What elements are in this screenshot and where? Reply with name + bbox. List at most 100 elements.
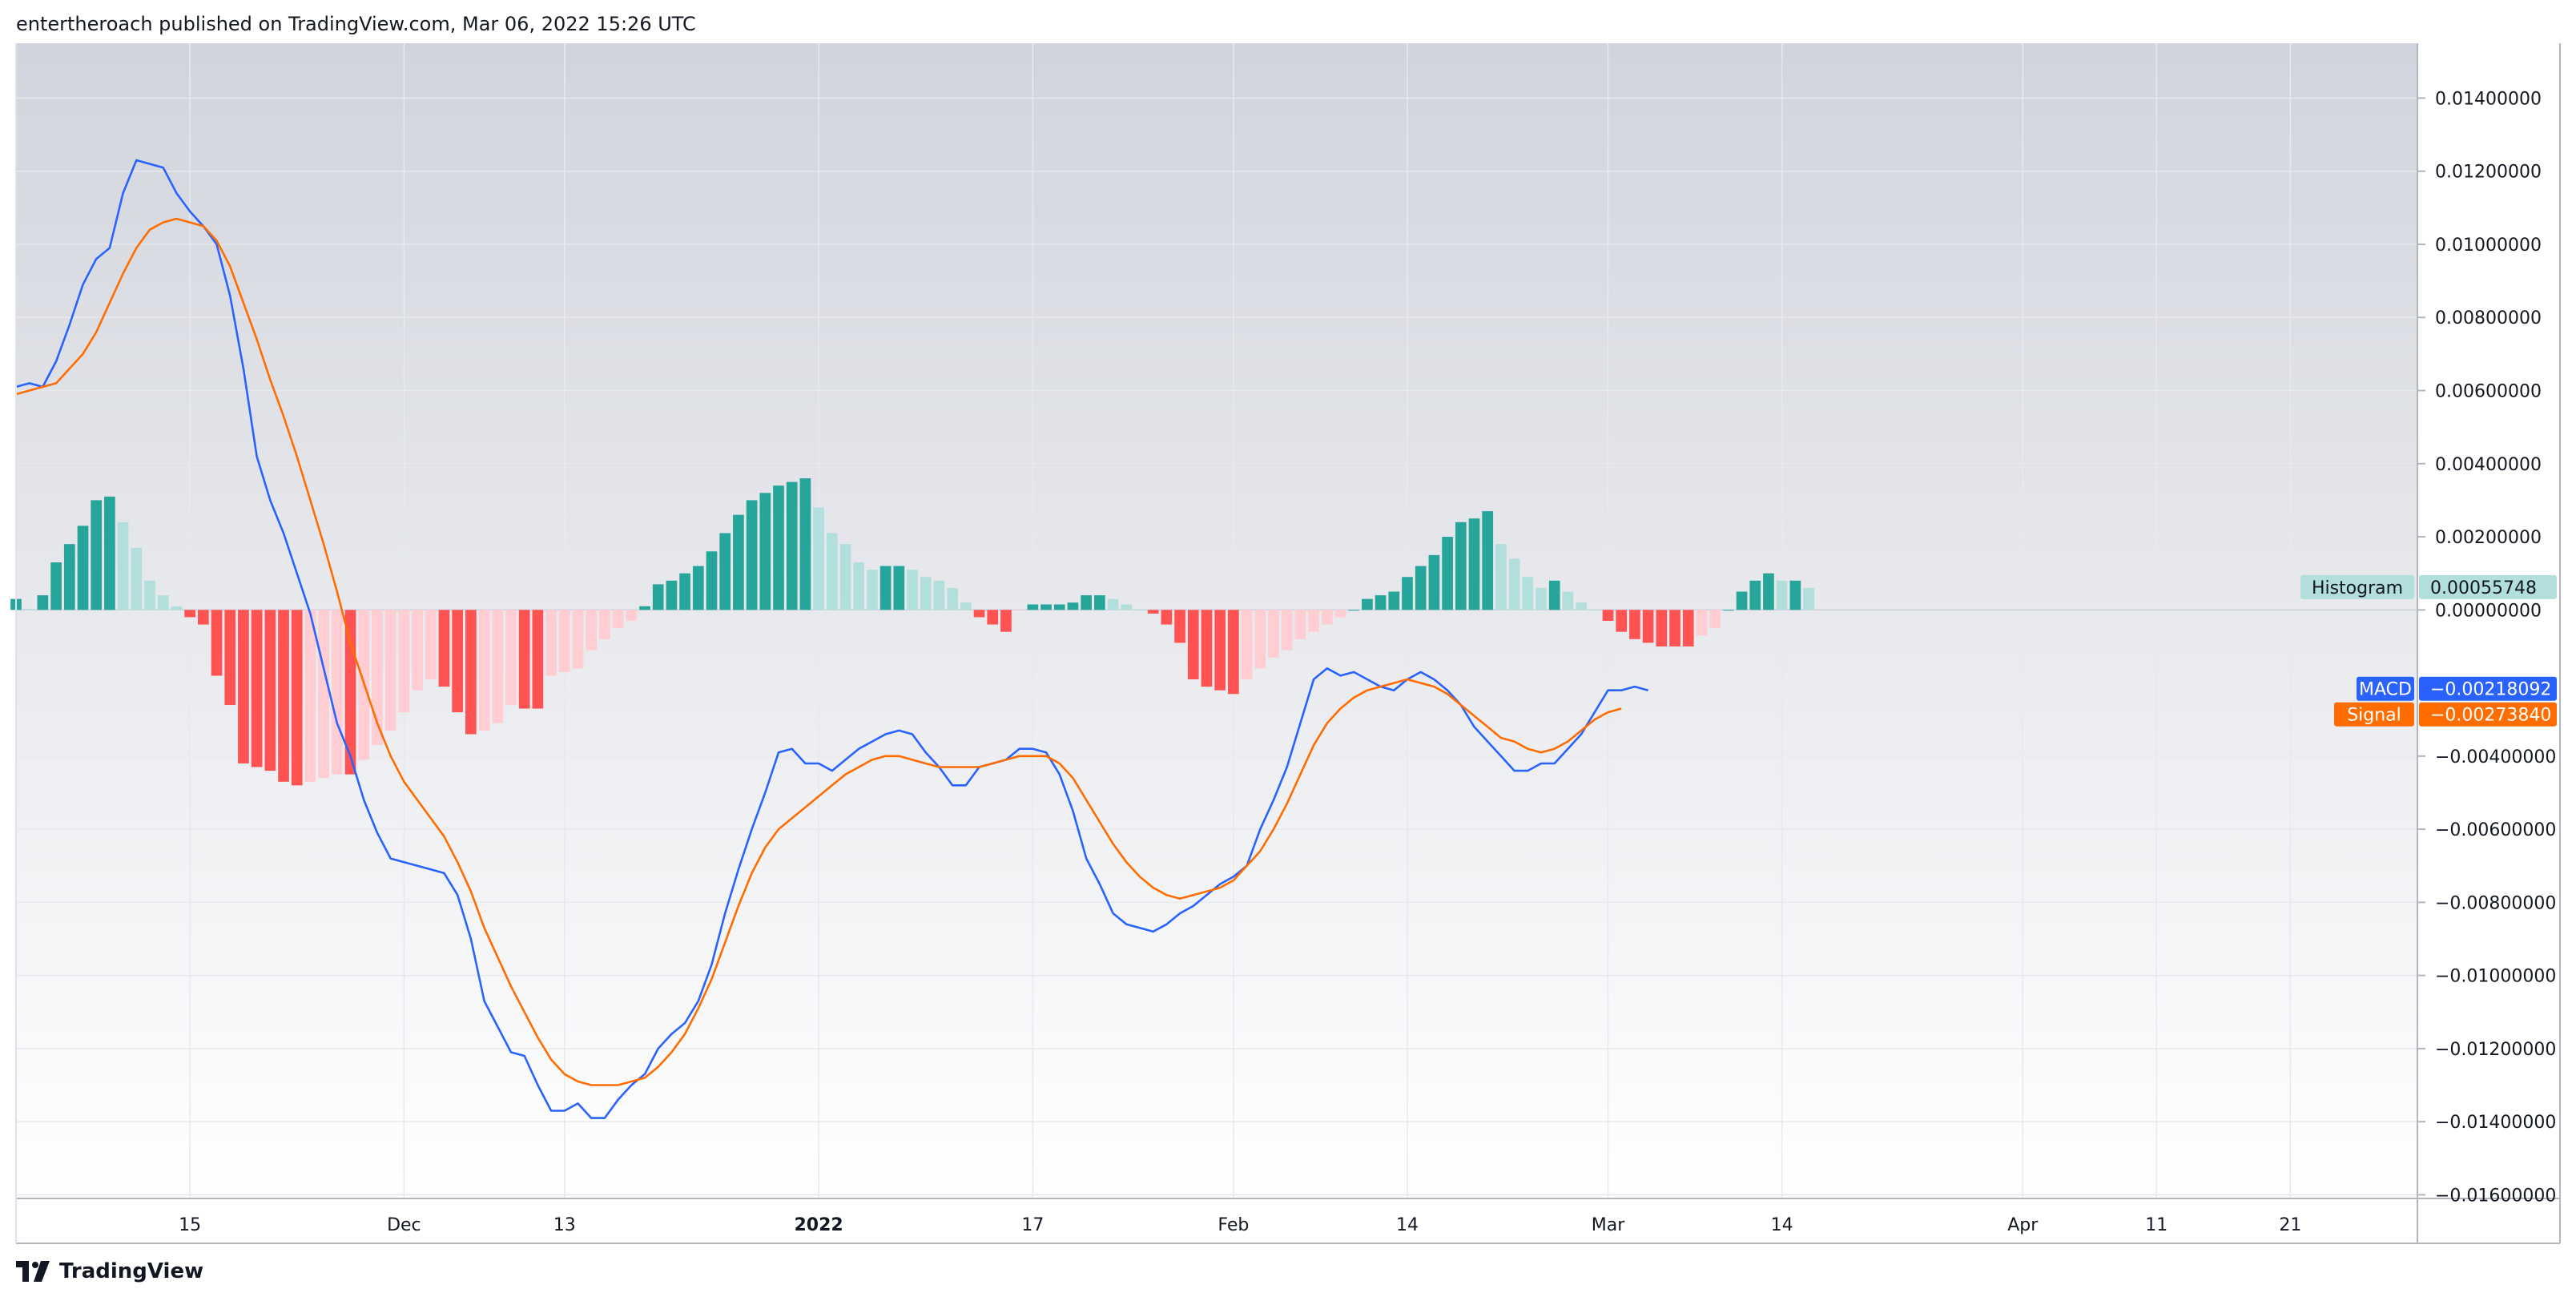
- histogram-bar: [1536, 587, 1547, 610]
- histogram-bar: [1000, 610, 1012, 632]
- histogram-bar: [1321, 610, 1333, 625]
- histogram-bar: [104, 496, 115, 610]
- macd-tag-label: MACD: [2359, 680, 2412, 700]
- histogram-bar: [331, 610, 343, 775]
- histogram-bar: [1602, 610, 1614, 621]
- x-tick-label: 15: [179, 1215, 201, 1235]
- histogram-bar: [63, 544, 75, 610]
- histogram-tag-label: Histogram: [2312, 578, 2403, 598]
- histogram-bar: [1508, 558, 1520, 610]
- histogram-bar: [518, 610, 530, 709]
- histogram-bar: [50, 562, 62, 610]
- histogram-bar: [1669, 610, 1680, 646]
- histogram-bar: [1576, 602, 1587, 610]
- histogram-bar: [1375, 595, 1387, 610]
- histogram-bar: [893, 566, 905, 610]
- y-tick-label: −0.01000000: [2435, 967, 2556, 987]
- histogram-bar: [197, 610, 209, 625]
- histogram-bar: [1696, 610, 1708, 636]
- histogram-bar: [1027, 604, 1039, 610]
- histogram-bar: [1495, 544, 1507, 610]
- histogram-bar: [251, 610, 263, 767]
- histogram-bar: [1388, 591, 1400, 610]
- y-tick-label: 0.00000000: [2435, 601, 2542, 621]
- histogram-bar: [879, 566, 892, 610]
- histogram-bar: [1642, 610, 1654, 643]
- histogram-bar: [1736, 591, 1748, 610]
- histogram-bar: [478, 610, 490, 731]
- signal-tag-value-box: [2419, 702, 2557, 727]
- histogram-bar: [1362, 598, 1373, 610]
- histogram-bar: [1308, 610, 1319, 632]
- histogram-bar: [813, 507, 824, 610]
- histogram-bar: [1776, 580, 1788, 610]
- histogram-bar: [238, 610, 249, 763]
- histogram-bar: [1455, 522, 1467, 610]
- histogram-bar: [1709, 610, 1721, 629]
- histogram-bar: [853, 562, 865, 610]
- histogram-bar: [77, 526, 89, 610]
- histogram-bar: [1522, 577, 1534, 610]
- histogram-bar: [278, 610, 289, 782]
- histogram-bar: [37, 595, 49, 610]
- histogram-bar: [1629, 610, 1640, 639]
- x-axis[interactable]: 15 Dec 13 2022 17 Feb 14 Mar 14 Apr 11 21: [179, 1215, 2301, 1235]
- histogram-tag-value-box: [2419, 574, 2557, 599]
- histogram-bar: [572, 610, 584, 669]
- histogram-bar: [733, 514, 744, 610]
- histogram-bar: [1415, 566, 1427, 610]
- histogram-bar: [599, 610, 610, 639]
- y-tick-label: 0.00800000: [2435, 308, 2542, 328]
- histogram-bar: [586, 610, 598, 650]
- histogram-bar: [920, 577, 932, 610]
- histogram-bar: [1616, 610, 1628, 632]
- histogram-bar: [1214, 610, 1226, 691]
- histogram-bar: [1442, 537, 1453, 610]
- x-tick-label: 14: [1771, 1215, 1793, 1235]
- histogram-bar: [679, 573, 690, 610]
- histogram-bar: [318, 610, 329, 779]
- histogram-bar: [652, 584, 664, 610]
- histogram-bar: [692, 566, 704, 610]
- histogram-bar: [1763, 573, 1774, 610]
- histogram-bar: [171, 606, 183, 610]
- histogram-bar: [1201, 610, 1213, 687]
- y-tick-label: −0.00400000: [2435, 747, 2556, 767]
- histogram-bar: [465, 610, 477, 735]
- signal-tag-value: −0.00273840: [2430, 706, 2551, 726]
- histogram-bar: [1402, 577, 1413, 610]
- histogram-bar: [826, 533, 838, 610]
- histogram-bar: [412, 610, 423, 691]
- histogram-bar: [1147, 610, 1159, 614]
- x-tick-label: 21: [2279, 1215, 2301, 1235]
- histogram-bar: [1241, 610, 1253, 680]
- footer: TradingView: [16, 1259, 203, 1283]
- histogram-bar: [304, 610, 316, 782]
- y-axis[interactable]: 0.01400000 0.01200000 0.01000000 0.00800000…: [2417, 89, 2556, 1206]
- x-tick-label: 13: [553, 1215, 576, 1235]
- histogram-tag-label-box: [2300, 574, 2414, 599]
- histogram-bar: [1174, 610, 1185, 643]
- y-tick-label: −0.00600000: [2435, 820, 2556, 840]
- histogram-bar: [1094, 595, 1105, 610]
- histogram-bar: [933, 580, 945, 610]
- histogram-bar: [264, 610, 276, 771]
- histogram-bar: [384, 610, 396, 731]
- histogram-bar: [1428, 554, 1440, 610]
- histogram-bar: [211, 610, 223, 676]
- histogram-bar: [973, 610, 985, 618]
- histogram-bar: [1228, 610, 1239, 695]
- histogram-bar: [117, 522, 129, 610]
- y-tick-label: 0.01200000: [2435, 163, 2542, 183]
- line-series: [15, 159, 1648, 1119]
- x-tick-label: Feb: [1218, 1215, 1249, 1235]
- histogram-series: [10, 478, 1814, 786]
- histogram-bar: [1268, 610, 1279, 658]
- signal-tag-label-box: [2334, 702, 2414, 727]
- histogram-bar: [398, 610, 410, 713]
- macd-line: [15, 159, 1648, 1119]
- tradingview-brand: TradingView: [59, 1259, 204, 1283]
- histogram-bar: [1789, 580, 1801, 610]
- histogram-bar: [839, 544, 851, 610]
